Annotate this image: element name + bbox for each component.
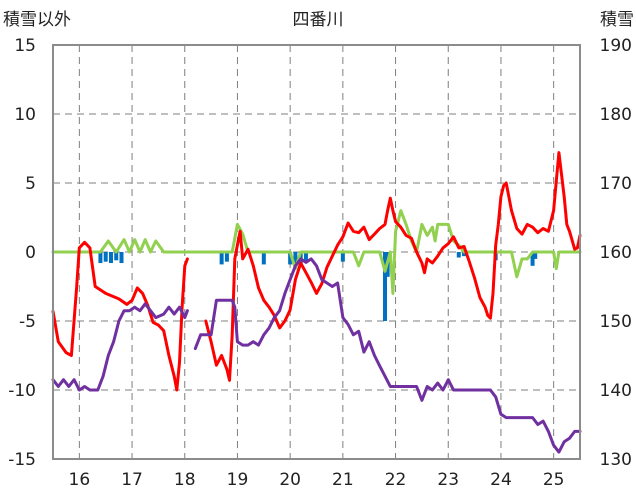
chart-title: 四番川	[293, 10, 344, 30]
bar	[303, 252, 308, 262]
series-line-red	[51, 240, 189, 392]
bar	[462, 252, 467, 257]
right-tick-label: 180	[600, 105, 632, 125]
x-tick-label: 24	[490, 470, 512, 490]
x-axis-ticks: 16 17 18 19 20 21 22 23 24 25	[69, 470, 565, 490]
right-tick-label: 130	[600, 450, 632, 470]
series-line-purple	[193, 257, 582, 454]
bar	[340, 252, 345, 262]
right-tick-label: 140	[600, 381, 632, 401]
x-tick-label: 25	[543, 470, 565, 490]
line-series	[51, 151, 582, 454]
right-axis-ticks: 190 180 170 160 150 140 130	[600, 36, 632, 470]
x-tick-label: 20	[279, 470, 301, 490]
bar	[103, 252, 108, 262]
left-tick-label: 0	[25, 243, 36, 263]
bar	[261, 252, 266, 265]
bar	[293, 252, 298, 264]
x-tick-label: 17	[121, 470, 143, 490]
bar	[114, 252, 119, 261]
left-tick-label: 10	[14, 105, 36, 125]
x-tick-label: 18	[174, 470, 196, 490]
bar	[530, 252, 535, 266]
series-line-red	[204, 151, 582, 382]
x-tick-label: 21	[332, 470, 354, 490]
bar	[456, 252, 461, 258]
plot-frame	[52, 44, 581, 460]
left-axis-ticks: 15 10 5 0 -5 -10 -15	[8, 36, 36, 470]
series-line-green	[51, 209, 582, 295]
bar	[383, 252, 388, 321]
left-tick-label: -15	[8, 450, 36, 470]
left-tick-label: -10	[8, 381, 36, 401]
left-tick-label: 5	[25, 174, 36, 194]
bar	[219, 252, 224, 265]
right-tick-label: 190	[600, 36, 632, 56]
bar	[108, 252, 113, 264]
x-tick-label: 22	[385, 470, 407, 490]
left-axis-label: 積雪以外	[3, 10, 71, 30]
right-tick-label: 160	[600, 243, 632, 263]
series-line-purple	[51, 302, 189, 392]
left-tick-label: -5	[19, 312, 36, 332]
right-tick-label: 150	[600, 312, 632, 332]
bar	[288, 252, 293, 265]
bar	[119, 252, 124, 264]
left-tick-label: 15	[14, 36, 36, 56]
x-tick-label: 23	[437, 470, 459, 490]
x-tick-label: 16	[69, 470, 91, 490]
bar	[533, 252, 538, 259]
right-axis-label: 積雪	[600, 10, 634, 30]
bar-series	[98, 252, 538, 321]
bar	[98, 252, 103, 264]
right-tick-label: 170	[600, 174, 632, 194]
x-tick-label: 19	[227, 470, 249, 490]
bar	[224, 252, 229, 262]
